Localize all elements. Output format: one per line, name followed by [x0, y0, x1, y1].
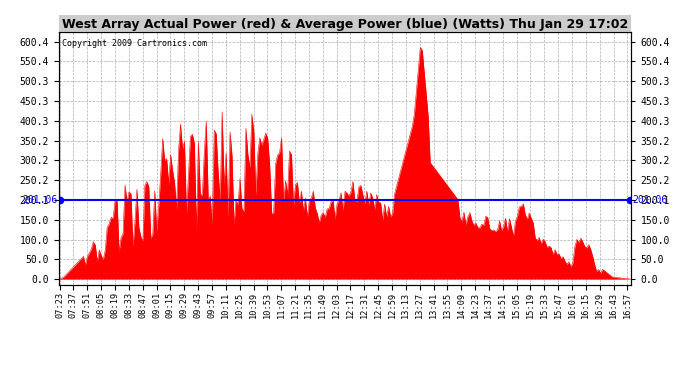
- Text: Copyright 2009 Cartronics.com: Copyright 2009 Cartronics.com: [61, 39, 206, 48]
- Text: 201.06: 201.06: [632, 195, 668, 204]
- Title: West Array Actual Power (red) & Average Power (blue) (Watts) Thu Jan 29 17:02: West Array Actual Power (red) & Average …: [62, 18, 628, 31]
- Text: 201.06: 201.06: [22, 195, 58, 204]
